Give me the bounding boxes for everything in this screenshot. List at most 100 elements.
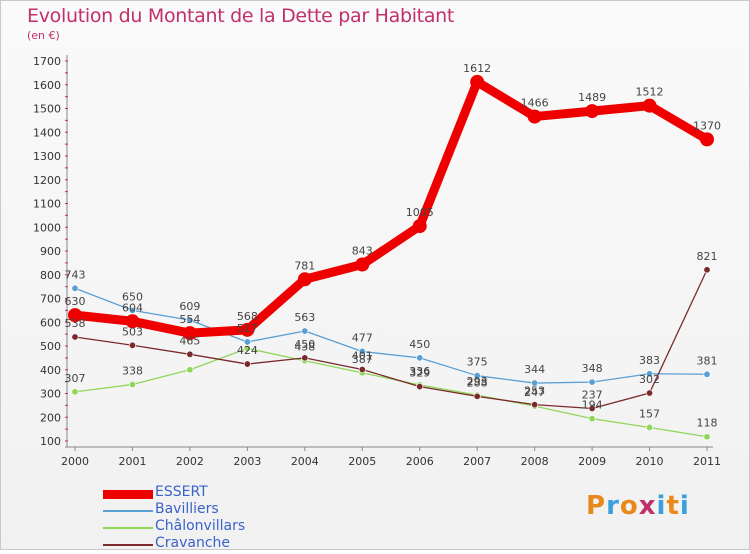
data-label: 743 xyxy=(65,268,86,281)
data-label: 1005 xyxy=(406,206,434,219)
data-label: 477 xyxy=(352,331,373,344)
data-label: 1466 xyxy=(521,97,549,110)
legend-label: Cravanche xyxy=(155,535,231,551)
data-point xyxy=(240,322,255,337)
data-point xyxy=(355,257,370,272)
logo-letter: o xyxy=(619,491,639,521)
data-label: 247 xyxy=(524,386,545,399)
data-point xyxy=(71,333,79,341)
x-tick-label: 2007 xyxy=(463,455,491,468)
y-tick-label: 700 xyxy=(40,293,61,306)
data-point xyxy=(646,423,654,431)
series-line-cravanche xyxy=(74,269,708,410)
data-point xyxy=(585,104,600,119)
y-tick-label: 1700 xyxy=(33,55,61,68)
logo-letter: i xyxy=(656,491,667,521)
data-label: 630 xyxy=(65,295,86,308)
series-line-bavilliers xyxy=(74,287,708,384)
data-label: 450 xyxy=(409,338,430,351)
y-tick-label: 400 xyxy=(40,364,61,377)
data-point xyxy=(186,316,194,324)
data-label: 517 xyxy=(237,322,258,335)
y-tick-label: 1100 xyxy=(33,198,61,211)
y-tick-label: 1500 xyxy=(33,103,61,116)
data-point xyxy=(128,380,136,388)
data-label: 157 xyxy=(639,407,660,420)
data-label: 1370 xyxy=(693,119,721,132)
data-point xyxy=(358,366,366,374)
data-label: 344 xyxy=(524,363,545,376)
data-label: 302 xyxy=(639,373,660,386)
data-label: 375 xyxy=(467,356,488,369)
data-point xyxy=(186,350,194,358)
data-point xyxy=(703,433,711,441)
data-point xyxy=(416,383,424,391)
data-point xyxy=(182,326,197,341)
proxiti-logo: Proxiti xyxy=(586,491,690,521)
data-label: 253 xyxy=(524,385,545,398)
legend-swatch xyxy=(103,510,153,512)
data-point xyxy=(473,392,481,400)
data-label: 307 xyxy=(65,372,86,385)
data-label: 387 xyxy=(352,353,373,366)
data-point xyxy=(470,74,485,89)
data-point xyxy=(243,344,251,352)
data-label: 554 xyxy=(179,313,200,326)
legend-swatch xyxy=(103,544,153,546)
legend-item: Bavilliers xyxy=(103,501,303,520)
data-label: 348 xyxy=(582,362,603,375)
legend-swatch xyxy=(103,527,153,529)
logo-letter: t xyxy=(666,491,680,521)
data-point xyxy=(71,388,79,396)
data-point xyxy=(646,389,654,397)
legend-swatch xyxy=(103,489,153,499)
data-point xyxy=(588,404,596,412)
data-point xyxy=(186,366,194,374)
data-label: 538 xyxy=(65,317,86,330)
data-label: 1489 xyxy=(578,91,606,104)
data-label: 336 xyxy=(409,365,430,378)
logo-letter: x xyxy=(638,491,657,521)
data-point xyxy=(68,308,82,323)
data-point xyxy=(243,360,251,368)
y-tick-label: 1000 xyxy=(33,221,61,234)
y-tick-label: 500 xyxy=(40,340,61,353)
data-label: 563 xyxy=(294,311,315,324)
legend: ESSERT Bavilliers Châlonvillars Cravanche xyxy=(103,484,303,554)
legend-item: Cravanche xyxy=(103,535,303,554)
x-tick-label: 2010 xyxy=(636,455,664,468)
chart-title: Evolution du Montant de la Dette par Hab… xyxy=(27,5,455,27)
data-point xyxy=(588,415,596,423)
x-tick-label: 2006 xyxy=(406,455,434,468)
data-label: 329 xyxy=(409,367,430,380)
data-point xyxy=(297,272,312,287)
x-tick-label: 2003 xyxy=(233,455,261,468)
logo-letter: i xyxy=(679,491,690,521)
data-label: 503 xyxy=(122,325,143,338)
data-label: 383 xyxy=(639,354,660,367)
legend-item: Châlonvillars xyxy=(103,518,303,537)
data-label: 338 xyxy=(122,364,143,377)
y-tick-label: 100 xyxy=(40,435,61,448)
data-point xyxy=(703,370,711,378)
data-point xyxy=(646,370,654,378)
data-point xyxy=(642,98,657,113)
x-tick-label: 2002 xyxy=(176,455,204,468)
data-label: 293 xyxy=(467,375,488,388)
chart-subtitle: (en €) xyxy=(27,29,60,42)
data-label: 381 xyxy=(697,354,718,367)
data-point xyxy=(416,354,424,362)
data-label: 288 xyxy=(467,376,488,389)
y-tick-label: 600 xyxy=(40,316,61,329)
data-label: 821 xyxy=(697,250,718,263)
y-tick-label: 1300 xyxy=(33,150,61,163)
data-label: 1612 xyxy=(463,62,491,75)
x-tick-label: 2004 xyxy=(291,455,319,468)
data-point xyxy=(128,341,136,349)
data-point xyxy=(531,379,539,387)
y-tick-label: 200 xyxy=(40,411,61,424)
data-point xyxy=(473,372,481,380)
x-tick-label: 2008 xyxy=(521,455,549,468)
